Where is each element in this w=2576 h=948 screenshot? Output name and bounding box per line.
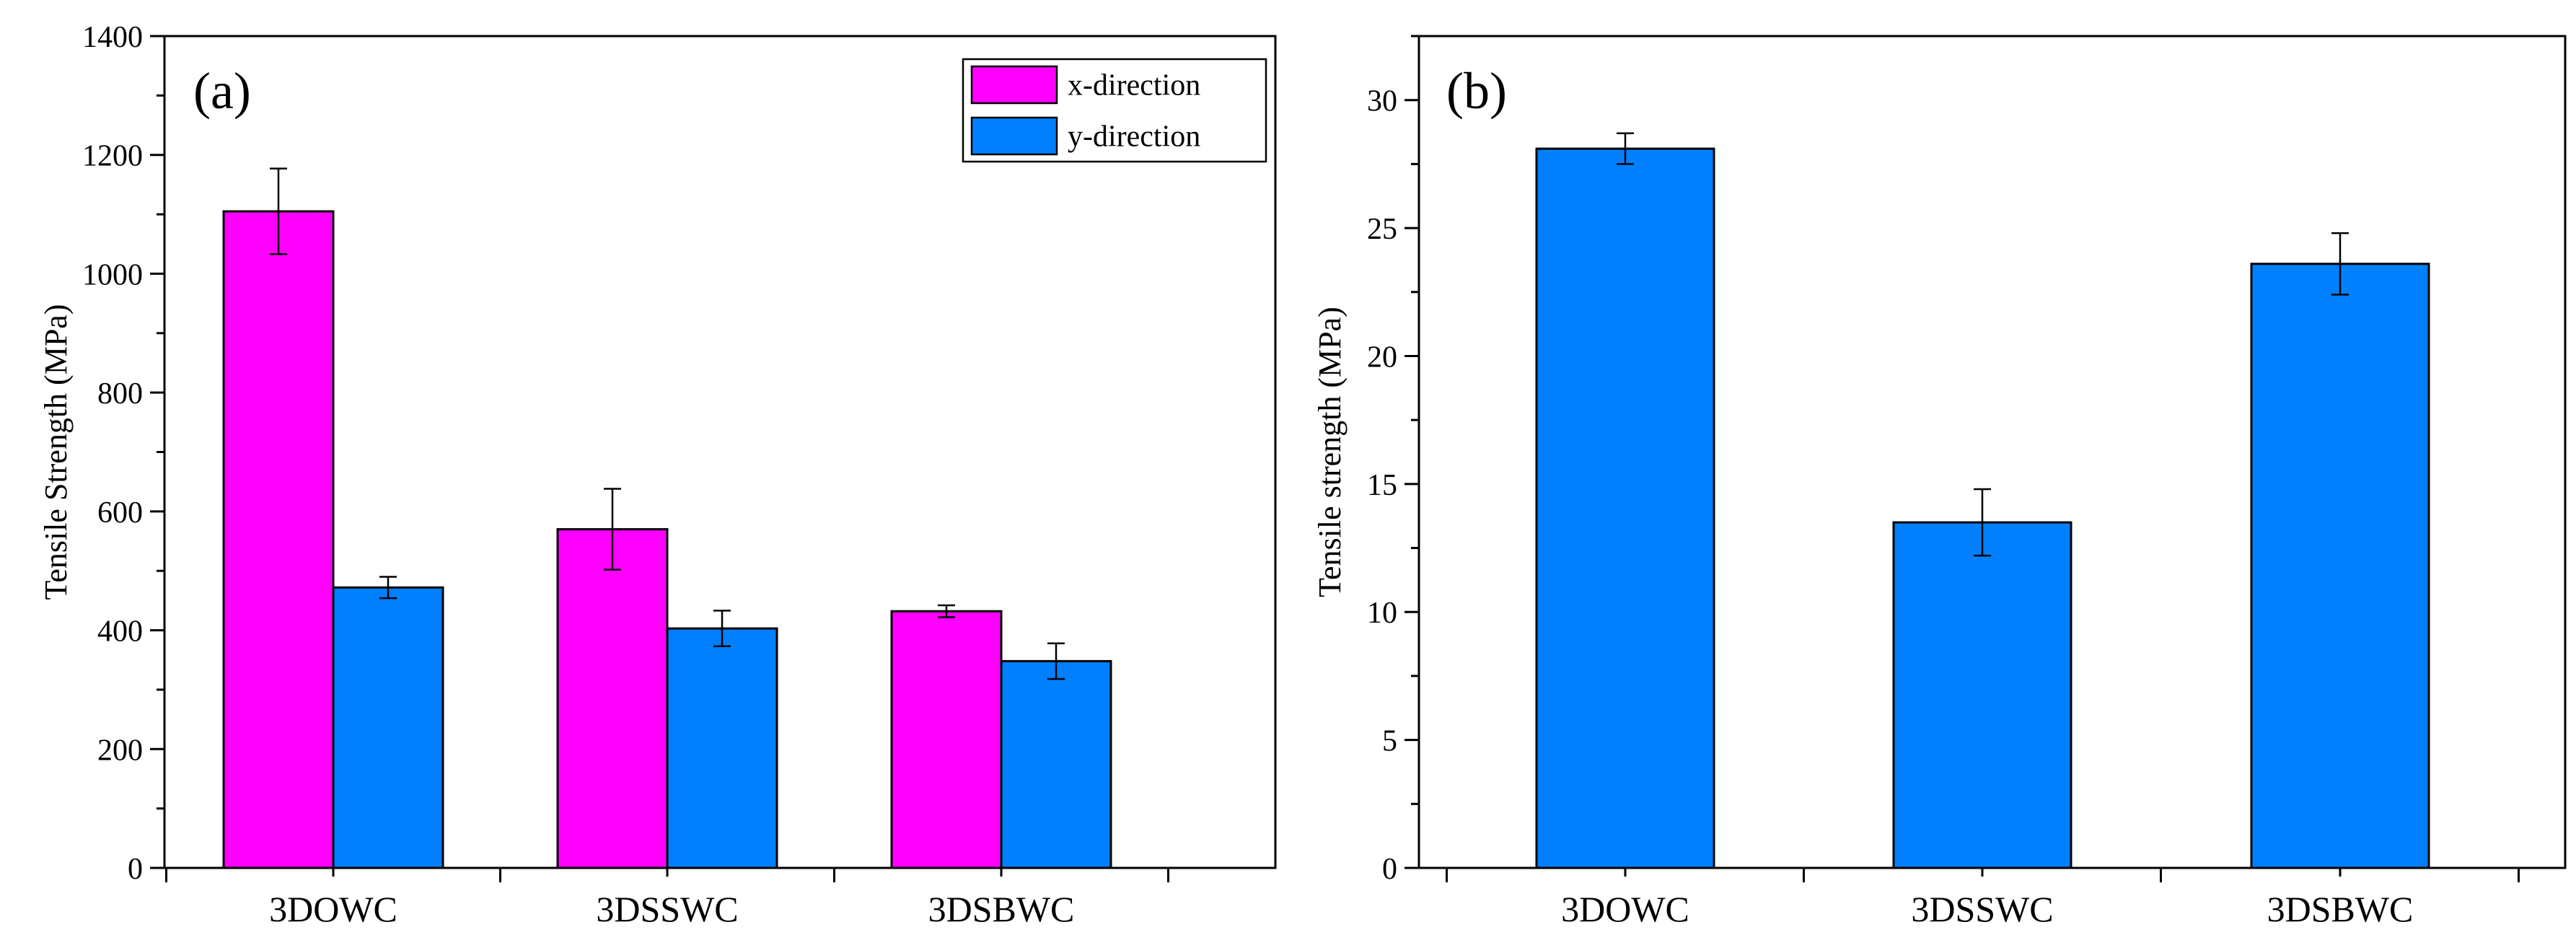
bar-x-direction-3dsbwc [890,610,1003,869]
y-tick-label-0: 0 [1382,853,1397,886]
panel-a-bars [222,210,1112,869]
legend-label-y-direction: y-direction [1068,120,1200,154]
y-tick-label-25: 25 [1367,213,1397,246]
panel-a-label: (a) [193,62,251,120]
y-tick-label-5: 5 [1382,725,1397,758]
y-tick-label-400: 400 [97,615,143,649]
x-category-label-3dowc: 3DOWC [1561,889,1689,929]
y-tick-label-1400: 1400 [82,21,143,54]
panel-b-y-axis-title: Tensile strength (MPa) [1312,307,1348,597]
y-tick-label-800: 800 [97,377,143,411]
error-bar-x-direction-3dsswc [604,488,621,571]
x-category-label-3dsbwc: 3DSBWC [2267,889,2414,929]
bar-y-direction-3dsbwc [1000,659,1112,869]
error-bar-y-direction-3dowc [379,576,397,600]
error-bar-x-direction-3dowc [270,167,287,255]
bar-y-direction-3dsswc [666,627,778,869]
y-tick-label-0: 0 [128,853,143,886]
panel-a: 0 200 400 600 800 1000 1200 1400 3DOWC 3DSSWC 3DS… [38,21,1277,929]
panel-a-y-ticks: 0 200 400 600 800 1000 1200 1400 [82,21,164,886]
x-category-label-3dsswc: 3DSSWC [596,889,738,929]
bar-tensile-strength-3dsswc [1892,521,2072,869]
y-tick-label-15: 15 [1367,469,1397,502]
y-tick-label-600: 600 [97,496,143,530]
panel-b-bars [1535,147,2430,869]
bar-x-direction-3dowc [222,210,335,869]
bar-y-direction-3dowc [332,586,444,869]
panel-b-x-ticks: 3DOWC 3DSSWC 3DSBWC [1446,868,2520,929]
error-bar-x-direction-3dsbwc [938,604,955,618]
panel-b: 0 5 10 15 20 25 30 3DOWC 3DSSWC 3DSBWC (b) Tensi… [1312,35,2567,929]
bar-tensile-strength-3dsbwc [2250,263,2430,869]
panel-b-y-ticks: 0 5 10 15 20 25 30 [1367,35,1419,886]
panel-a-x-ticks: 3DOWC 3DSSWC 3DSBWC [165,868,1169,929]
y-tick-label-20: 20 [1367,341,1397,374]
y-tick-label-1200: 1200 [82,140,143,173]
legend-swatch-x-direction [970,65,1058,105]
x-category-label-3dsswc: 3DSSWC [1911,889,2053,929]
error-bar-y-direction-3dsswc [713,610,731,648]
x-category-label-3dowc: 3DOWC [269,889,397,929]
bar-x-direction-3dsswc [556,528,669,869]
error-bar-y-direction-3dsbwc [1047,642,1065,680]
x-category-label-3dsbwc: 3DSBWC [928,889,1075,929]
y-tick-label-30: 30 [1367,85,1397,118]
error-bar-tensile-strength-3dowc [1617,132,1634,165]
panel-b-error-bars [1617,132,2349,557]
legend-swatch-y-direction [970,116,1058,156]
legend-label-x-direction: x-direction [1068,69,1200,102]
y-tick-label-200: 200 [97,734,143,767]
error-bar-tensile-strength-3dsbwc [2331,232,2349,296]
y-tick-label-1000: 1000 [82,258,143,291]
bar-tensile-strength-3dowc [1535,147,1715,869]
y-tick-label-10: 10 [1367,597,1397,630]
panel-a-y-axis-title: Tensile Strength (MPa) [38,304,74,600]
panel-a-legend: x-direction y-direction [962,58,1267,163]
panel-a-error-bars [270,167,1065,680]
panel-b-label: (b) [1446,62,1507,120]
error-bar-tensile-strength-3dsswc [1974,488,1991,557]
